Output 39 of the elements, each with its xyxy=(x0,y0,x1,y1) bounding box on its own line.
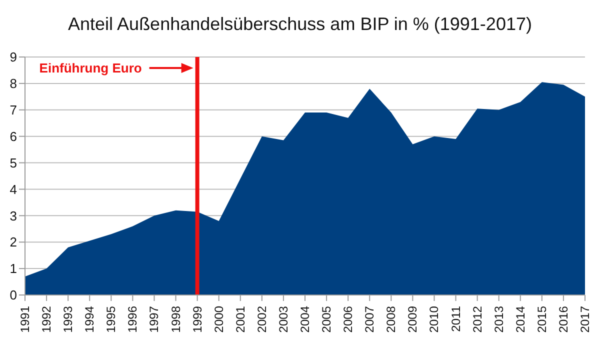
x-tick-label: 2009 xyxy=(406,306,420,333)
x-tick-label: 2013 xyxy=(492,306,506,333)
x-tick-label: 1997 xyxy=(147,306,162,333)
x-tick-label: 2004 xyxy=(298,306,312,333)
y-tick-label: 5 xyxy=(10,155,17,170)
x-tick-label: 1993 xyxy=(61,306,76,333)
x-tick-label: 2002 xyxy=(254,306,269,333)
x-tick-label: 1994 xyxy=(82,306,97,333)
x-tick-label: 2017 xyxy=(578,306,592,333)
x-tick-label: 1999 xyxy=(190,306,204,333)
y-tick-label: 4 xyxy=(10,182,17,197)
x-tick-label: 2010 xyxy=(427,306,442,333)
x-tick-label: 1991 xyxy=(18,306,32,333)
x-tick-label: 2001 xyxy=(233,306,248,333)
y-tick-label: 2 xyxy=(10,234,17,250)
x-tick-label: 2006 xyxy=(341,306,356,333)
x-tick-label: 2012 xyxy=(470,306,484,333)
x-tick-label: 1998 xyxy=(168,306,183,333)
y-tick-label: 6 xyxy=(10,128,17,144)
y-tick-label: 3 xyxy=(10,208,17,224)
chart-title: Anteil Außenhandelsüberschuss am BIP in % (1991-2017) xyxy=(67,14,533,35)
y-tick-label: 0 xyxy=(10,288,17,303)
x-tick-label: 2008 xyxy=(384,306,398,333)
x-tick-label: 1995 xyxy=(104,306,118,333)
x-tick-label: 1992 xyxy=(40,306,54,333)
x-tick-label: 2003 xyxy=(276,306,290,333)
x-tick-label: 2000 xyxy=(212,306,226,333)
x-tick-label: 1996 xyxy=(126,306,140,333)
x-tick-label: 2014 xyxy=(513,306,528,333)
ref-line-label: Einführung Euro xyxy=(39,60,142,76)
y-tick-label: 7 xyxy=(10,102,17,118)
x-tick-label: 2011 xyxy=(448,306,463,332)
y-tick-label: 1 xyxy=(10,261,17,276)
y-tick-label: 8 xyxy=(10,76,17,92)
x-tick-label: 2005 xyxy=(320,306,334,333)
x-tick-label: 2015 xyxy=(534,306,549,333)
y-tick-label: 9 xyxy=(10,50,17,65)
x-tick-label: 2007 xyxy=(362,306,377,333)
x-tick-label: 2016 xyxy=(556,306,570,333)
